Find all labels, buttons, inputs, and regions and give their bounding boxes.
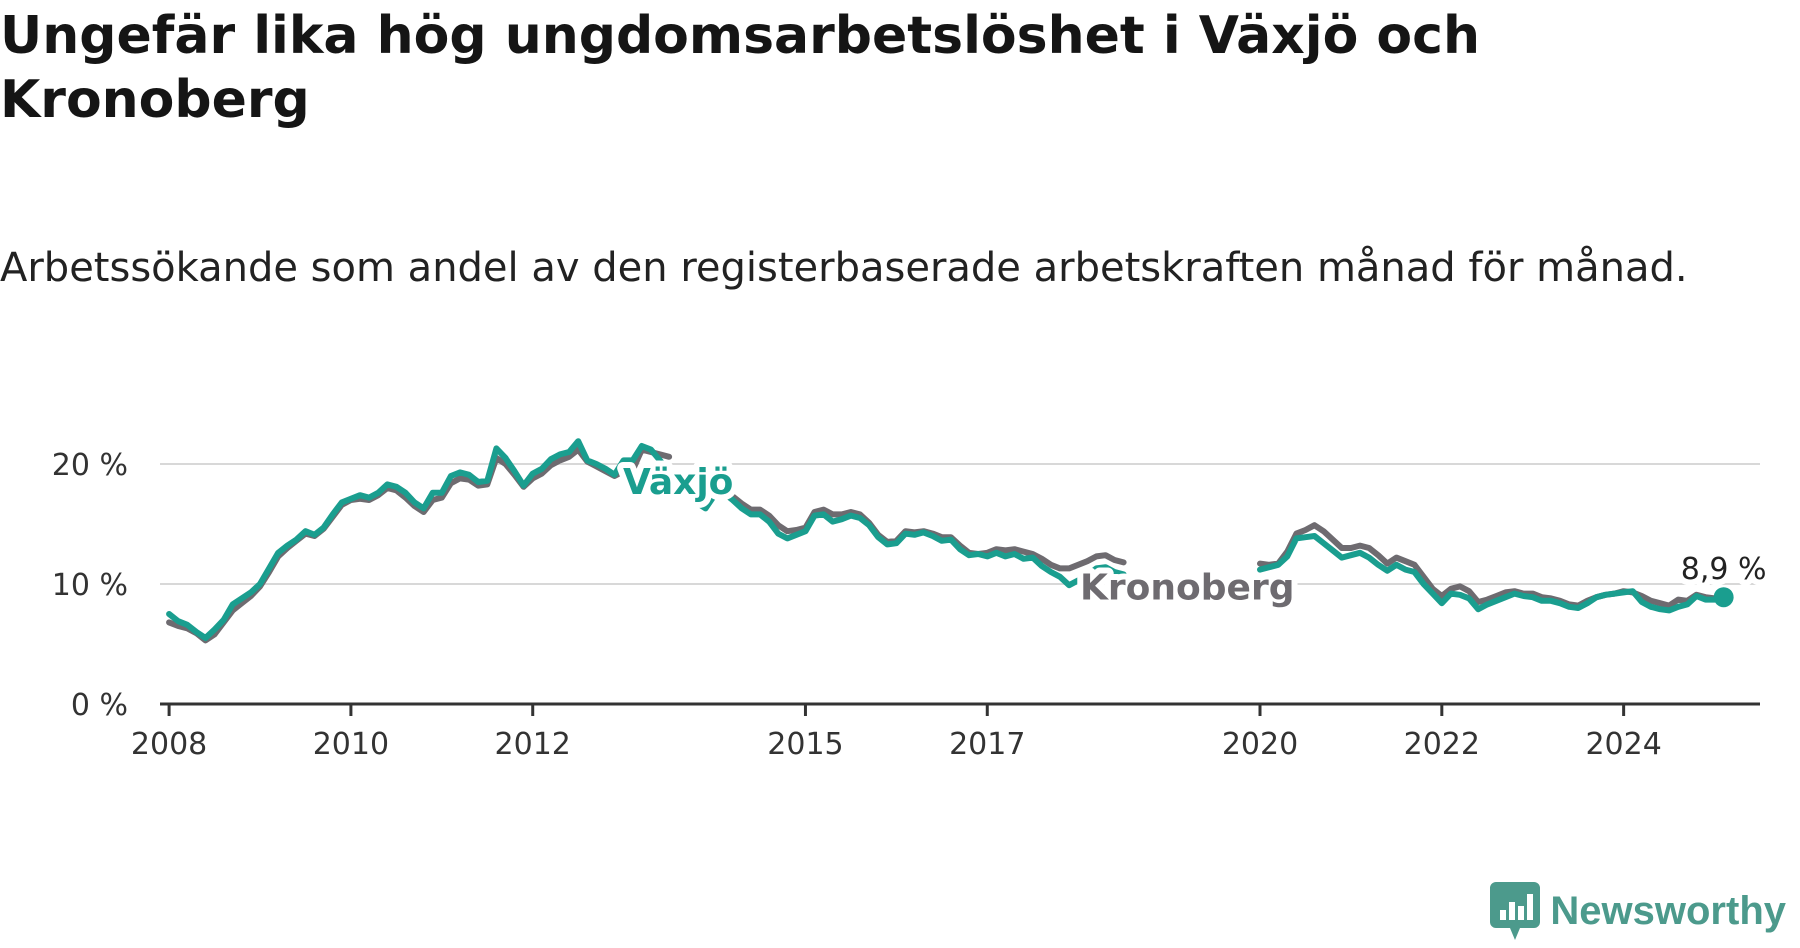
x-tick-label: 2015 [767, 727, 843, 760]
x-tick-label: 2022 [1404, 727, 1480, 760]
kronoberg-label: Kronoberg [1080, 567, 1294, 608]
end-point-marker [1713, 587, 1734, 608]
x-tick-label: 2024 [1585, 727, 1661, 760]
brand-name: Newsworthy [1550, 888, 1786, 933]
annotations: Växjö Kronoberg 8,9 % [617, 456, 1773, 615]
y-tick-label: 10 % [52, 568, 128, 603]
y-tick-label: 20 % [52, 448, 128, 483]
gridlines [160, 463, 1760, 706]
y-tick-label: 0 % [71, 688, 128, 723]
newsworthy-icon [1490, 882, 1541, 940]
vaxjo-label: Växjö [623, 462, 733, 503]
x-axis-labels: 2008 2010 2012 2015 2017 2020 2022 2024 [131, 704, 1662, 760]
chart-subtitle: Arbetssökande som andel av den registerb… [0, 245, 1688, 291]
x-tick-label: 2008 [131, 727, 207, 760]
series-lines [166, 438, 1734, 644]
y-axis-labels: 0 % 10 % 20 % [52, 448, 128, 723]
x-tick-label: 2020 [1222, 727, 1298, 760]
end-value-label: 8,9 % [1681, 552, 1767, 587]
newsworthy-logo[interactable]: Newsworthy [1490, 882, 1786, 940]
chart-title: Ungefär lika hög ungdomsarbetslöshet i V… [0, 6, 1480, 130]
vaxjo-line [166, 438, 1727, 641]
line-chart: 0 % 10 % 20 % 2008 2010 2012 2015 2017 2020 2022… [52, 438, 1773, 760]
x-tick-label: 2012 [495, 727, 571, 760]
kronoberg-line [166, 446, 1727, 644]
x-tick-label: 2010 [313, 727, 389, 760]
x-tick-label: 2017 [949, 727, 1025, 760]
